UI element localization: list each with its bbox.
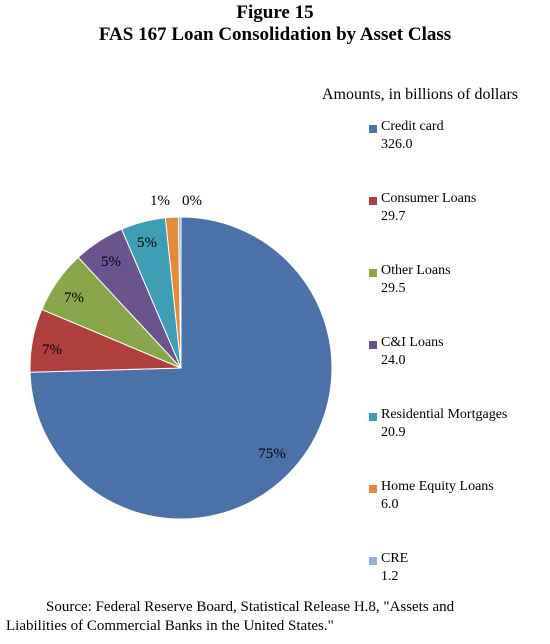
legend-swatch xyxy=(369,269,377,277)
legend-value: 326.0 xyxy=(381,137,413,152)
legend-label: Consumer Loans xyxy=(381,191,477,206)
figure-title: Figure 15 FAS 167 Loan Consolidation by … xyxy=(0,2,550,46)
figure-caption: FAS 167 Loan Consolidation by Asset Clas… xyxy=(98,24,452,45)
pie-label-other-loans: 7% xyxy=(64,290,84,306)
legend-value: 20.9 xyxy=(381,425,406,440)
legend-value: 29.7 xyxy=(381,209,406,224)
pie-chart: 75% 7% 7% 5% 5% 1% 0% xyxy=(29,193,333,520)
source-line-1: Source: Federal Reserve Board, Statistic… xyxy=(46,599,455,615)
legend-label: Residential Mortgages xyxy=(381,407,508,422)
legend-label: CRE xyxy=(381,551,409,566)
pie-label-home-equity-loans: 1% xyxy=(150,193,170,209)
pie-label-credit-card: 75% xyxy=(258,446,286,462)
legend-swatch xyxy=(369,485,377,493)
pie-label-cre: 0% xyxy=(182,193,202,209)
pie-slice-credit-card xyxy=(29,216,333,520)
legend-label: Credit card xyxy=(381,119,444,134)
legend-swatch xyxy=(369,341,377,349)
legend-swatch xyxy=(369,413,377,421)
legend-swatch xyxy=(369,125,377,133)
legend-value: 6.0 xyxy=(381,497,399,512)
figure-number: Figure 15 xyxy=(236,2,314,23)
legend-label: C&I Loans xyxy=(381,335,444,350)
legend-units-label: Amounts, in billions of dollars xyxy=(322,86,518,103)
source-note: Source: Federal Reserve Board, Statistic… xyxy=(6,598,546,636)
legend-label: Home Equity Loans xyxy=(381,479,494,494)
legend-value: 29.5 xyxy=(381,281,406,296)
legend-value: 1.2 xyxy=(381,569,399,584)
legend-swatch xyxy=(369,557,377,565)
legend-swatch xyxy=(369,197,377,205)
pie-slice-cre xyxy=(177,216,182,369)
legend-value: 24.0 xyxy=(381,353,406,368)
pie-label-c-i-loans: 5% xyxy=(101,254,121,270)
legend-label: Other Loans xyxy=(381,263,451,278)
pie-label-residential-mortgages: 5% xyxy=(137,235,157,251)
pie-label-consumer-loans: 7% xyxy=(42,342,62,358)
source-line-2: Liabilities of Commercial Banks in the U… xyxy=(6,618,334,634)
